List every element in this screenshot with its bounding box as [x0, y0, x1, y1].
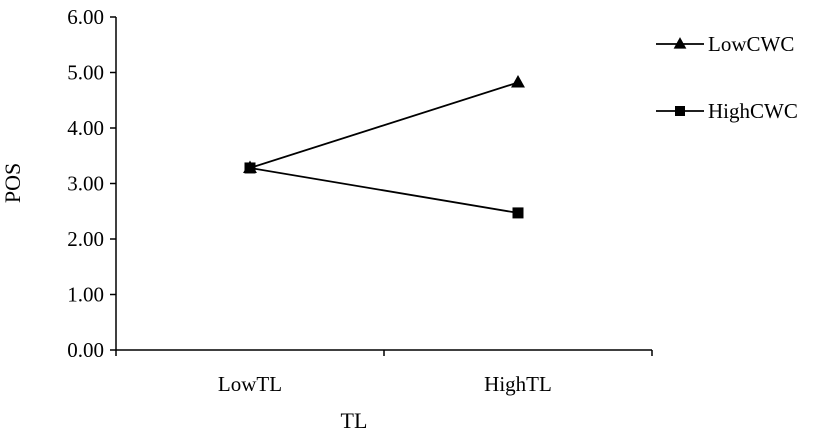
- series-line: [249, 81, 519, 169]
- triangle-marker: [511, 75, 525, 88]
- legend-item-lowcwc: LowCWC: [656, 32, 794, 56]
- y-tick-label: 0.00: [67, 338, 104, 362]
- y-tick-label: 3.00: [67, 172, 104, 196]
- square-marker: [675, 106, 685, 116]
- x-tick-label: HighTL: [484, 372, 552, 396]
- x-axis-ticks: LowTL HighTL: [115, 350, 653, 396]
- series-line: [249, 167, 519, 214]
- square-marker: [512, 207, 524, 219]
- series-highcwc: [244, 162, 524, 219]
- x-tick-label: LowTL: [218, 372, 282, 396]
- square-marker: [244, 162, 256, 174]
- legend: LowCWC HighCWC: [656, 32, 798, 123]
- y-tick-label: 6.00: [67, 5, 104, 29]
- y-tick-label: 5.00: [67, 61, 104, 85]
- legend-item-highcwc: HighCWC: [656, 99, 798, 123]
- y-tick-label: 2.00: [67, 227, 104, 251]
- legend-label: HighCWC: [708, 99, 798, 123]
- triangle-marker: [673, 37, 687, 49]
- axes: [115, 17, 652, 351]
- y-axis-ticks: 0.00 1.00 2.00 3.00 4.00 5.00 6.00: [67, 5, 116, 362]
- x-axis-title: TL: [341, 408, 368, 433]
- series-layer: [243, 75, 525, 219]
- legend-label: LowCWC: [708, 32, 794, 56]
- series-lowcwc: [243, 75, 525, 173]
- y-tick-label: 4.00: [67, 116, 104, 140]
- y-axis-title: POS: [0, 163, 25, 203]
- y-tick-label: 1.00: [67, 283, 104, 307]
